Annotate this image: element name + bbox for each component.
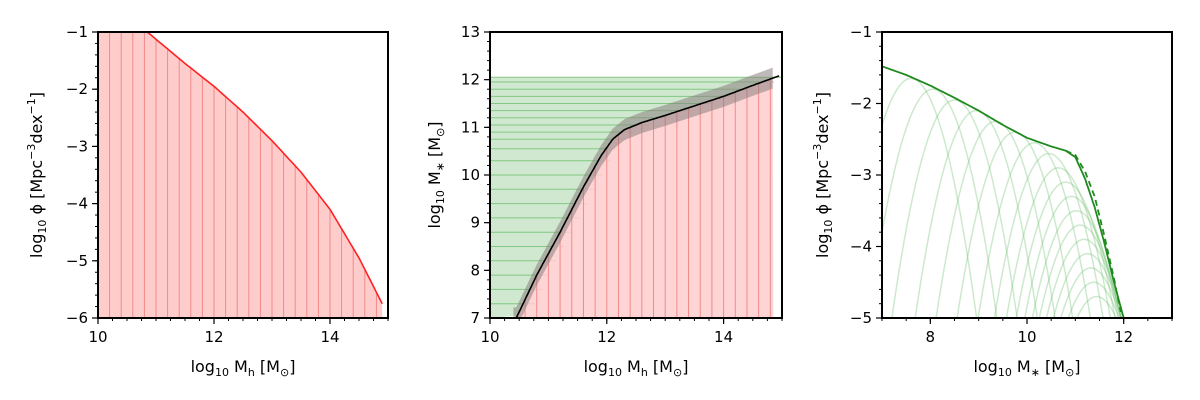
y-tick-label: 7 [470,309,480,327]
y-tick-label: 8 [470,261,480,279]
y-tick-label: −2 [850,95,872,113]
area-fill [98,32,383,318]
red-area [513,78,774,318]
mass-bin-curve [1005,167,1112,318]
mass-bin-curve [1076,295,1118,318]
y-tick-label: 13 [461,23,480,41]
plot-area [882,65,1125,318]
y-tick-label: 10 [461,166,480,184]
mass-bin-curve [1045,238,1123,318]
y-tick-label: −2 [66,80,88,98]
x-tick-label: 8 [926,328,936,346]
mass-bin-curve [1015,181,1116,318]
uncertainty-band [513,67,773,318]
x-tick-label: 10 [480,328,499,346]
x-tick-label: 12 [597,328,616,346]
y-tick-label: −3 [66,137,88,155]
mass-bin-curve [1052,252,1123,318]
y-tick-label: −4 [66,195,88,213]
panel-stellar-mass-function: 8 10 12 −5 −4 −3 −2 −1 log10 M∗ [M⊙] log10 ϕ [M… [811,23,1173,379]
mass-bin-curve [882,77,978,318]
ticks: 10 12 14 7 8 9 10 11 12 13 [461,23,783,346]
mass-bin-curve [977,142,1092,318]
y-tick-label: 12 [461,71,480,89]
mass-bin-curve [1059,267,1122,318]
shmr-line [515,75,780,318]
x-tick-label: 12 [204,328,223,346]
y-tick-label: −4 [850,238,872,256]
y-tick-label: −1 [850,23,872,41]
plot-area [490,67,782,318]
green-region [490,77,776,318]
smf-solid-line [882,65,1125,318]
x-tick-label: 14 [714,328,733,346]
y-tick-label: −5 [66,252,88,270]
x-axis-label: log10 M∗ [M⊙] [973,357,1080,379]
smf-dashed-line [1065,149,1122,313]
panel-stellar-halo-relation: 10 12 14 7 8 9 10 11 12 13 log10 Mh [M⊙] log10 M∗… [425,23,783,379]
y-axis-label: log10 ϕ [Mpc−3dex−1] [25,92,49,258]
x-tick-label: 12 [1114,328,1133,346]
ticks: 10 12 14 −6 −5 −4 −3 −2 −1 [66,23,389,346]
panel-halo-mass-function: 10 12 14 −6 −5 −4 −3 −2 −1 log10 Mh [M⊙] log10 ϕ… [25,23,389,379]
mass-bin-curve [1038,224,1122,318]
y-tick-label: 9 [470,214,480,232]
mass-bin-curve [882,88,998,318]
hmf-line [146,32,383,305]
y-tick-label: 11 [461,118,480,136]
ticks: 8 10 12 −5 −4 −3 −2 −1 [850,23,1173,346]
x-tick-label: 14 [320,328,339,346]
x-axis-label: log10 Mh [M⊙] [191,357,296,379]
x-tick-label: 10 [1017,328,1036,346]
y-tick-label: −3 [850,166,872,184]
mass-bin-curve [1067,281,1120,318]
mass-bin-curve [891,99,1018,318]
y-tick-label: −1 [66,23,88,41]
mass-bin-curve [1023,195,1119,318]
x-axis-label: log10 Mh [M⊙] [584,357,689,379]
y-tick-label: −5 [850,309,872,327]
x-tick-label: 10 [88,328,107,346]
y-axis-label: log10 ϕ [Mpc−3dex−1] [811,92,835,258]
mass-bin-curve [914,109,1039,318]
y-axis-label: log10 M∗ [M⊙] [425,121,447,228]
y-tick-label: −6 [66,309,88,327]
mass-bin-curve [993,152,1104,318]
mass-bin-curve [1031,210,1121,318]
plot-area [98,32,383,318]
